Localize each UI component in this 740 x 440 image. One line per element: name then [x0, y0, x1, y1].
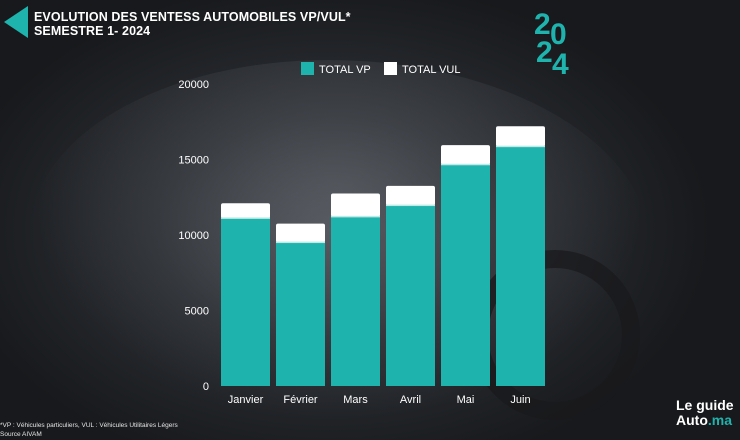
bars	[221, 126, 545, 386]
year-digit-1: 2	[534, 8, 551, 41]
title-line-2: SEMESTRE 1- 2024	[34, 24, 151, 38]
brand-name: Auto	[676, 412, 708, 428]
bar-vp-2	[276, 242, 325, 386]
legend: TOTAL VP TOTAL VUL	[301, 62, 460, 76]
y-tick-label: 5000	[185, 306, 209, 318]
bar-separator	[276, 241, 325, 244]
x-tick-label: Avril	[400, 394, 421, 406]
brand-line-1: Le guide	[676, 397, 734, 413]
bar-vul-1	[221, 203, 270, 219]
bar-vp-5	[441, 164, 490, 386]
footnote-source: Source AIVAM	[0, 431, 42, 438]
year-digit-2: 0	[550, 18, 567, 51]
footnote-definitions: *VP : Véhicules particuliers, VUL : Véhi…	[0, 422, 178, 429]
bar-vul-5	[441, 145, 490, 165]
x-tick-label: Février	[283, 394, 318, 406]
bar-separator	[496, 145, 545, 148]
bar-separator	[386, 204, 435, 207]
bar-separator	[441, 163, 490, 166]
y-tick-label: 20000	[178, 79, 209, 91]
legend-label-vul: TOTAL VUL	[402, 64, 460, 76]
year-digit-4: 4	[552, 48, 569, 81]
legend-swatch-vp	[301, 62, 314, 75]
x-tick-label: Mars	[343, 394, 368, 406]
legend-label-vp: TOTAL VP	[319, 64, 371, 76]
chart-title: EVOLUTION DES VENTESS AUTOMOBILES VP/VUL…	[34, 10, 351, 38]
y-tick-label: 0	[203, 381, 209, 393]
bar-separator	[331, 215, 380, 218]
footnote: *VP : Véhicules particuliers, VUL : Véhi…	[0, 421, 178, 439]
x-tick-label: Juin	[510, 394, 530, 406]
brand-logo: Le guide Auto.ma	[676, 398, 734, 428]
brand-domain: .ma	[707, 412, 733, 428]
y-axis: 0 5000 10000 15000 20000	[178, 79, 209, 393]
legend-swatch-vul	[384, 62, 397, 75]
bar-vp-4	[386, 205, 435, 386]
bar-vul-4	[386, 185, 435, 206]
bar-vp-6	[496, 146, 545, 386]
bar-vp-1	[221, 218, 270, 386]
brand-line-2: Auto.ma	[676, 413, 734, 428]
y-tick-label: 15000	[178, 155, 209, 167]
year-digit-3: 2	[536, 36, 553, 69]
x-axis: Janvier Février Mars Avril Mai Juin	[228, 394, 531, 406]
bar-vul-6	[496, 126, 545, 147]
y-tick-label: 10000	[178, 230, 209, 242]
bar-vul-3	[331, 193, 380, 217]
x-tick-label: Janvier	[228, 394, 264, 406]
title-line-1: EVOLUTION DES VENTESS AUTOMOBILES VP/VUL…	[34, 10, 351, 24]
bar-separator	[221, 217, 270, 219]
bar-vul-2	[276, 223, 325, 243]
x-tick-label: Mai	[457, 394, 475, 406]
back-arrow-icon	[4, 6, 28, 38]
bar-vp-3	[331, 216, 380, 386]
